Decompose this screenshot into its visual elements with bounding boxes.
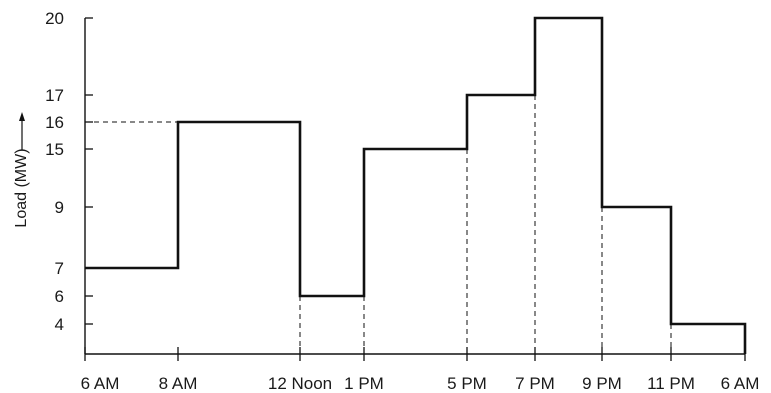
y-tick-label: 17 (45, 86, 64, 105)
y-axis-arrow (19, 112, 25, 150)
x-tick-label: 11 PM (647, 374, 695, 393)
x-tick-label: 5 PM (447, 374, 487, 393)
y-tick-label: 7 (55, 259, 64, 278)
y-tick-label: 20 (45, 9, 64, 28)
x-axis-ticks: 6 AM 8 AM 12 Noon 1 PM 5 PM 7 PM 9 PM 11 PM 6 AM (81, 347, 760, 393)
x-tick-label: 12 Noon (268, 374, 332, 393)
y-axis-title: Load (MW) (13, 148, 30, 227)
x-tick-label: 1 PM (344, 374, 384, 393)
load-step-line (85, 16, 747, 354)
guide-lines (85, 95, 672, 354)
y-tick-label: 15 (45, 140, 64, 159)
y-tick-label: 9 (55, 198, 64, 217)
x-tick-label: 6 AM (721, 374, 760, 393)
x-tick-label: 6 AM (81, 374, 120, 393)
y-axis-title-group: Load (MW) (13, 148, 30, 227)
x-tick-label: 8 AM (159, 374, 198, 393)
y-axis-ticks: 4 6 7 9 15 16 17 20 (45, 9, 93, 334)
x-tick-label: 9 PM (582, 374, 622, 393)
y-tick-label: 4 (55, 315, 64, 334)
y-tick-label: 6 (55, 287, 64, 306)
x-tick-label: 7 PM (515, 374, 555, 393)
y-tick-label: 16 (45, 113, 64, 132)
